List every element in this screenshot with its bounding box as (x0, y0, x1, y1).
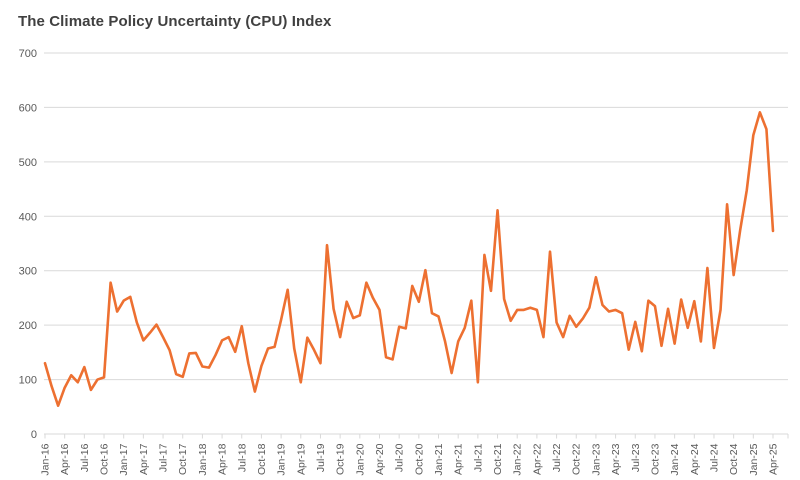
x-axis-label: Jul-16 (79, 443, 91, 472)
x-axis-label: Oct-21 (492, 443, 504, 475)
x-axis-tickmarks (44, 434, 789, 439)
x-axis-label: Jul-18 (236, 443, 248, 472)
y-axis-label: 300 (19, 266, 37, 278)
y-axis-label: 200 (19, 320, 37, 332)
y-axis-label: 100 (19, 375, 37, 387)
x-axis-label: Jul-19 (315, 443, 327, 472)
x-axis-label: Jul-21 (472, 443, 484, 472)
x-axis-label: Oct-22 (571, 443, 583, 475)
y-axis-labels: 0 100 200 300 400 500 600 700 (19, 48, 37, 441)
x-axis-label: Oct-18 (256, 443, 268, 475)
x-axis-label: Apr-18 (217, 443, 229, 475)
x-axis-label: Jan-19 (276, 443, 288, 475)
x-axis-label: Jul-22 (551, 443, 563, 472)
x-axis-label: Oct-20 (413, 443, 425, 475)
x-axis-label: Jul-24 (708, 443, 720, 472)
x-axis-label: Jan-20 (354, 443, 366, 475)
x-axis-label: Apr-17 (138, 443, 150, 475)
x-axis-label: Jan-17 (118, 443, 130, 475)
cpu-index-line (43, 111, 775, 408)
x-axis-label: Jan-23 (590, 443, 602, 475)
x-axis-label: Jul-17 (158, 443, 170, 472)
x-axis-label: Apr-23 (610, 443, 622, 475)
gridlines (44, 52, 788, 435)
y-axis-label: 700 (19, 48, 37, 60)
y-axis-label: 600 (19, 102, 37, 114)
x-axis-label: Jan-21 (433, 443, 445, 475)
x-axis-label: Jan-25 (748, 443, 760, 475)
series-cpu-index (43, 111, 775, 408)
x-axis-label: Jan-22 (512, 443, 524, 475)
x-axis-label: Jan-24 (669, 443, 681, 475)
y-axis-label: 0 (31, 429, 37, 441)
y-axis-label: 500 (19, 157, 37, 169)
y-axis-label: 400 (19, 211, 37, 223)
x-axis-label: Jul-20 (394, 443, 406, 472)
x-axis-label: Apr-24 (689, 443, 701, 475)
x-axis-label: Jul-23 (630, 443, 642, 472)
x-axis-label: Oct-17 (177, 443, 189, 475)
x-axis-label: Jan-16 (40, 443, 52, 475)
x-axis-label: Apr-19 (295, 443, 307, 475)
x-axis-label: Apr-25 (768, 443, 780, 475)
x-axis-label: Oct-24 (728, 443, 740, 475)
x-axis-label: Jan-18 (197, 443, 209, 475)
x-axis-label: Apr-16 (59, 443, 71, 475)
x-axis-label: Oct-19 (335, 443, 347, 475)
chart-title: The Climate Policy Uncertainty (CPU) Ind… (18, 13, 332, 30)
x-axis-label: Apr-20 (374, 443, 386, 475)
x-axis-label: Apr-22 (531, 443, 543, 475)
x-axis-label: Oct-16 (99, 443, 111, 475)
x-axis-labels: Jan-16 Apr-16 Jul-16 Oct-16 Jan-17 Apr-17 Jul-… (40, 443, 780, 475)
x-axis-label: Apr-21 (453, 443, 465, 475)
x-axis-label: Oct-23 (649, 443, 661, 475)
